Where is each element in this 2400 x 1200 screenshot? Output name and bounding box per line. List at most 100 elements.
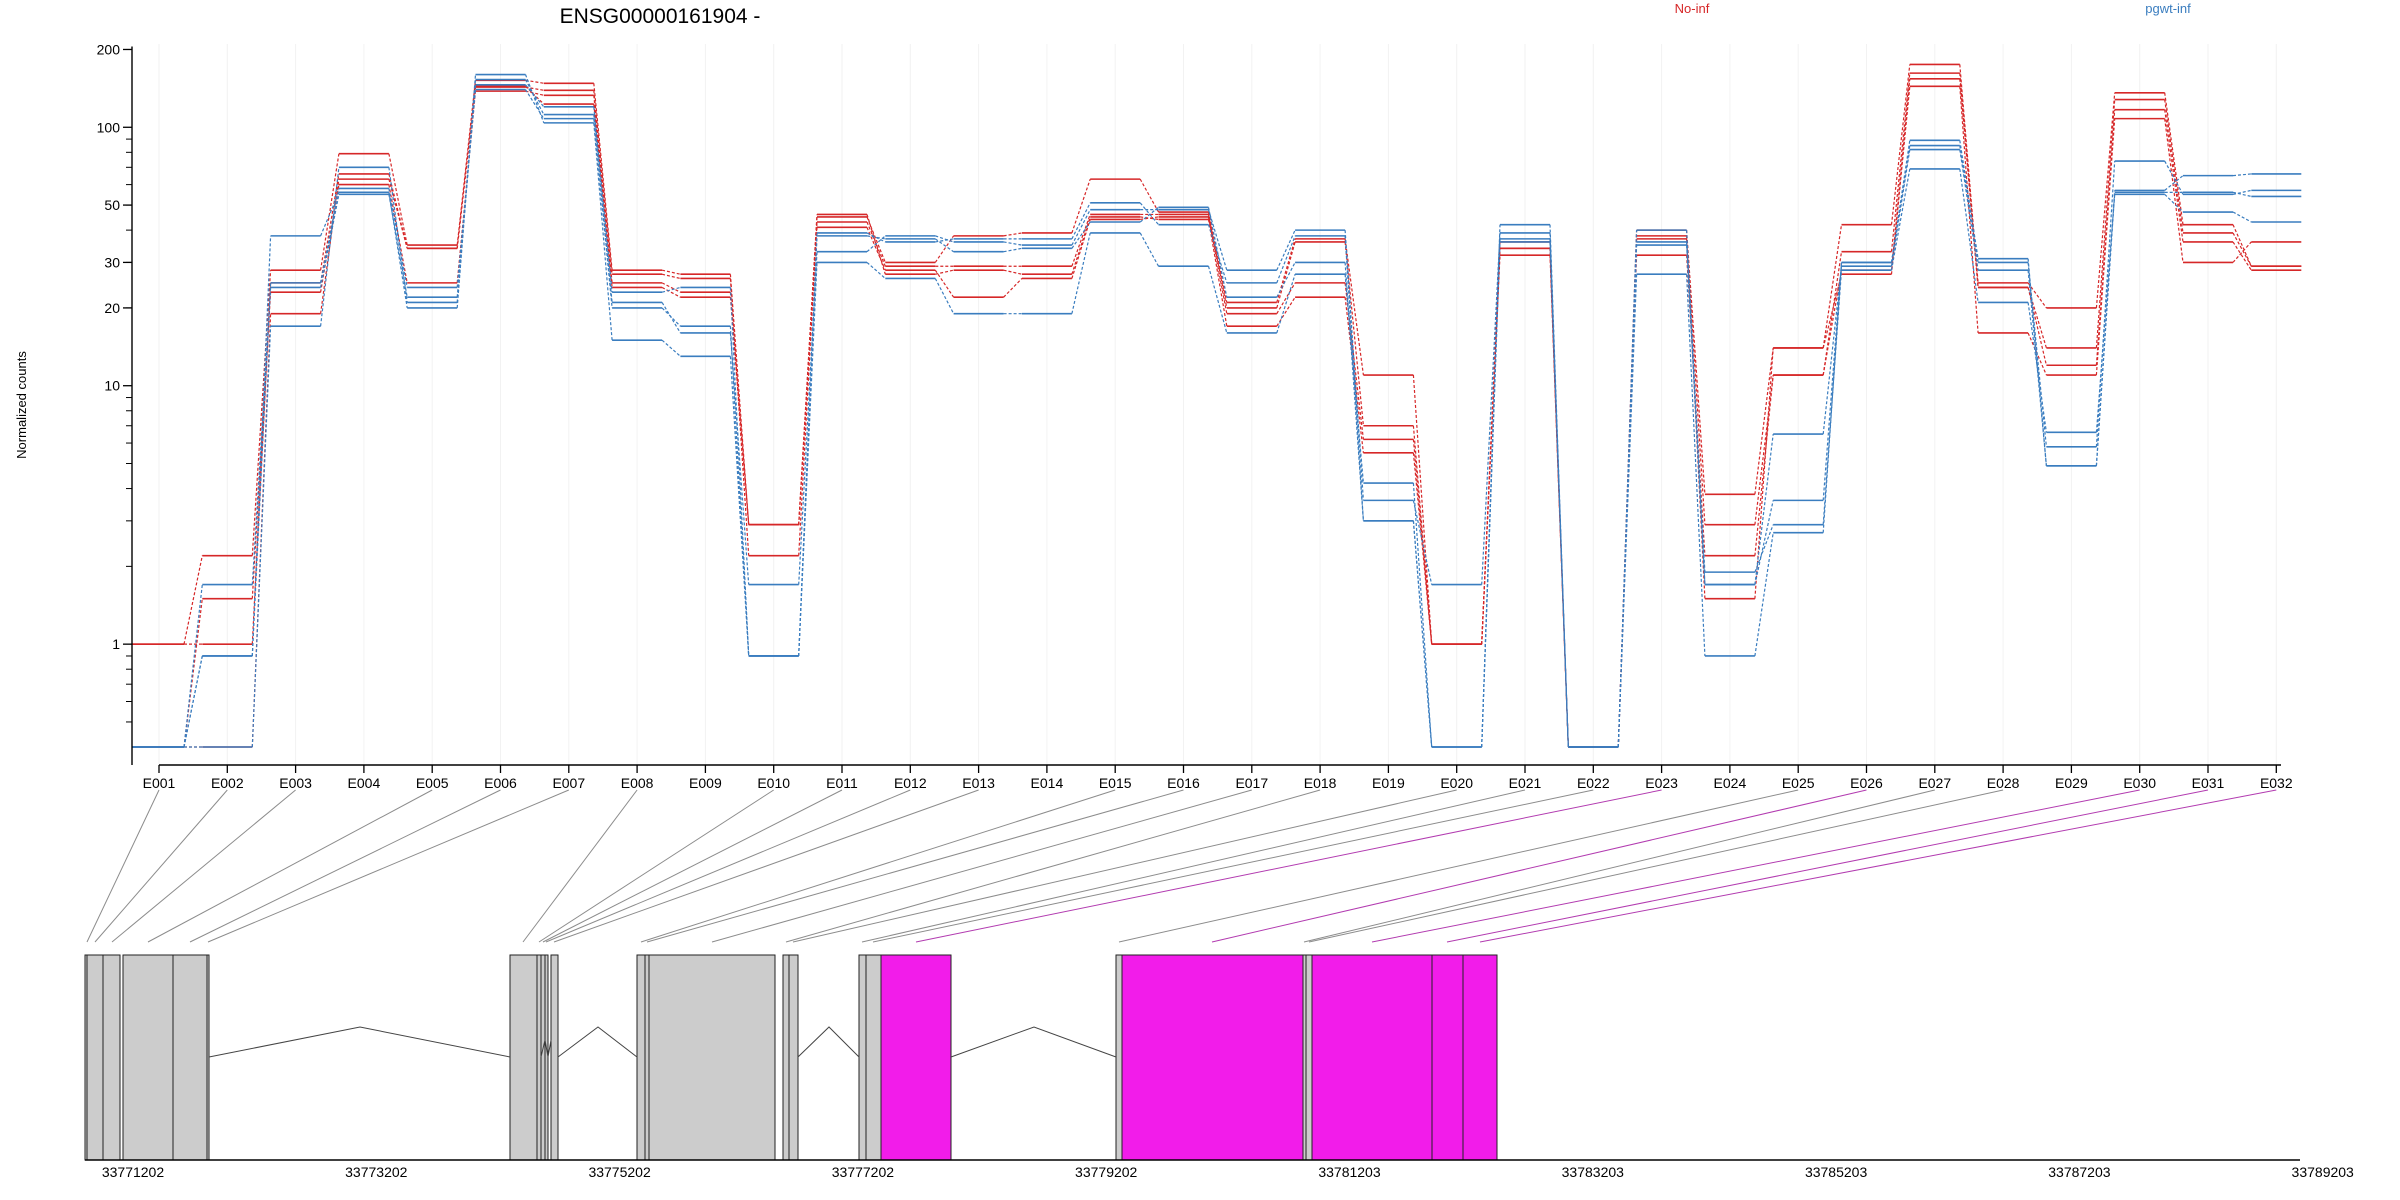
series-connector: [1003, 247, 1023, 253]
series-connector: [661, 302, 681, 334]
series-connector: [935, 238, 954, 243]
x-tick-label: E009: [689, 775, 722, 791]
exon-link-line: [147, 789, 433, 943]
intron-line: [797, 1026, 860, 1058]
exon-link-line: [538, 789, 774, 943]
exon-link-lines: [86, 789, 2277, 943]
series-connector: [934, 278, 955, 314]
series-connector: [320, 153, 340, 271]
x-tick-label: E020: [1440, 775, 1473, 791]
series-connector: [183, 655, 203, 748]
chart-title: ENSG00000161904 -: [560, 5, 761, 28]
exon-box: [544, 954, 549, 1161]
series-connector: [1754, 347, 1774, 495]
series-connector: [1139, 232, 1160, 267]
series-connector: [1276, 235, 1296, 284]
series-connector: [1071, 221, 1091, 249]
series-connector: [935, 235, 954, 243]
series-connector: [593, 83, 613, 271]
series-connector: [1822, 262, 1843, 501]
series-connector: [1754, 524, 1774, 573]
series-connector: [2095, 92, 2116, 308]
exon-link-line: [94, 789, 228, 943]
exon-link-line: [640, 789, 1116, 943]
series-connector: [1549, 241, 1569, 748]
series-connector: [2232, 241, 2252, 263]
series-connector: [388, 178, 408, 249]
series-connector: [1617, 241, 1638, 748]
series-connector: [525, 85, 545, 105]
series-connector: [2164, 109, 2184, 243]
series-connector: [388, 153, 408, 246]
series-connector: [1412, 520, 1433, 748]
series-connector: [388, 194, 408, 298]
series-connector: [1003, 278, 1023, 298]
x-tick-label: E003: [279, 775, 312, 791]
exon-link-line: [1308, 789, 2004, 943]
series-connector: [2232, 232, 2252, 267]
exon-box: [1311, 954, 1433, 1161]
x-tick-label: E002: [211, 775, 244, 791]
series-connector: [729, 297, 750, 525]
series-connector: [1959, 140, 1979, 259]
x-tick-label: E017: [1235, 775, 1268, 791]
y-tick-label: 200: [97, 41, 121, 57]
x-tick-label: E022: [1577, 775, 1610, 791]
axes: 1 10 20 30 50 100 200 E001 E002 E003 E004 E005 E006 E…: [97, 41, 2293, 791]
exon-link-line: [542, 789, 843, 943]
exon-box: [122, 954, 174, 1161]
x-tick-label: E016: [1167, 775, 1200, 791]
exon-box: [880, 954, 952, 1161]
exon-box: [206, 954, 210, 1161]
x-tick-label: E032: [2260, 775, 2293, 791]
exon-link-line: [111, 789, 296, 943]
exon-box: [865, 954, 882, 1161]
exon-link-line: [1303, 789, 1935, 943]
series-connector: [183, 555, 203, 645]
series-connector: [1344, 230, 1364, 501]
exon-link-line: [915, 789, 1662, 943]
series-connector: [1071, 214, 1091, 267]
exon-link-line: [1211, 789, 1867, 943]
exon-link-line: [711, 789, 1252, 943]
series-connector: [593, 95, 613, 283]
series-connector: [2164, 160, 2184, 195]
series-no-inf-0: [132, 63, 2302, 748]
series-connector: [1344, 297, 1364, 453]
series-connector: [1207, 266, 1228, 334]
series-connector: [661, 269, 681, 275]
exon-box: [648, 954, 776, 1161]
exon-link-line: [792, 789, 1457, 943]
series-connector: [251, 282, 272, 657]
series-connector: [934, 269, 955, 298]
series-connector: [2164, 175, 2184, 191]
genomic-tick-label: 33775202: [588, 1164, 651, 1180]
exon-link-line: [646, 789, 1184, 943]
exon-link-line: [522, 789, 638, 943]
series-connector: [593, 103, 613, 288]
series-connector: [1822, 224, 1843, 349]
series-connector: [320, 192, 340, 237]
exon-box: [540, 954, 546, 1161]
genomic-tick-label: 33785203: [1805, 1164, 1868, 1180]
series-connector: [661, 307, 681, 327]
series-connector: [388, 184, 408, 283]
legend-label-no-inf: No-inf: [1675, 1, 1710, 16]
series-connector: [1822, 270, 1843, 525]
series-connector: [661, 339, 681, 357]
series-connector: [1276, 282, 1296, 314]
series-connector: [866, 221, 886, 267]
y-tick-label: 20: [104, 300, 120, 316]
series-pgwt-inf-4: [132, 73, 2302, 748]
series-connector: [2095, 118, 2116, 376]
series-no-inf-3: [132, 85, 2302, 748]
y-tick-label: 10: [104, 378, 120, 394]
exon-box: [86, 954, 104, 1161]
x-tick-label: E015: [1099, 775, 1132, 791]
series-connector: [525, 79, 544, 84]
series-connector: [2164, 193, 2184, 213]
series-connector: [1686, 241, 1706, 585]
series-connector: [798, 221, 818, 556]
x-tick-label: E021: [1509, 775, 1542, 791]
x-tick-label: E008: [621, 775, 654, 791]
